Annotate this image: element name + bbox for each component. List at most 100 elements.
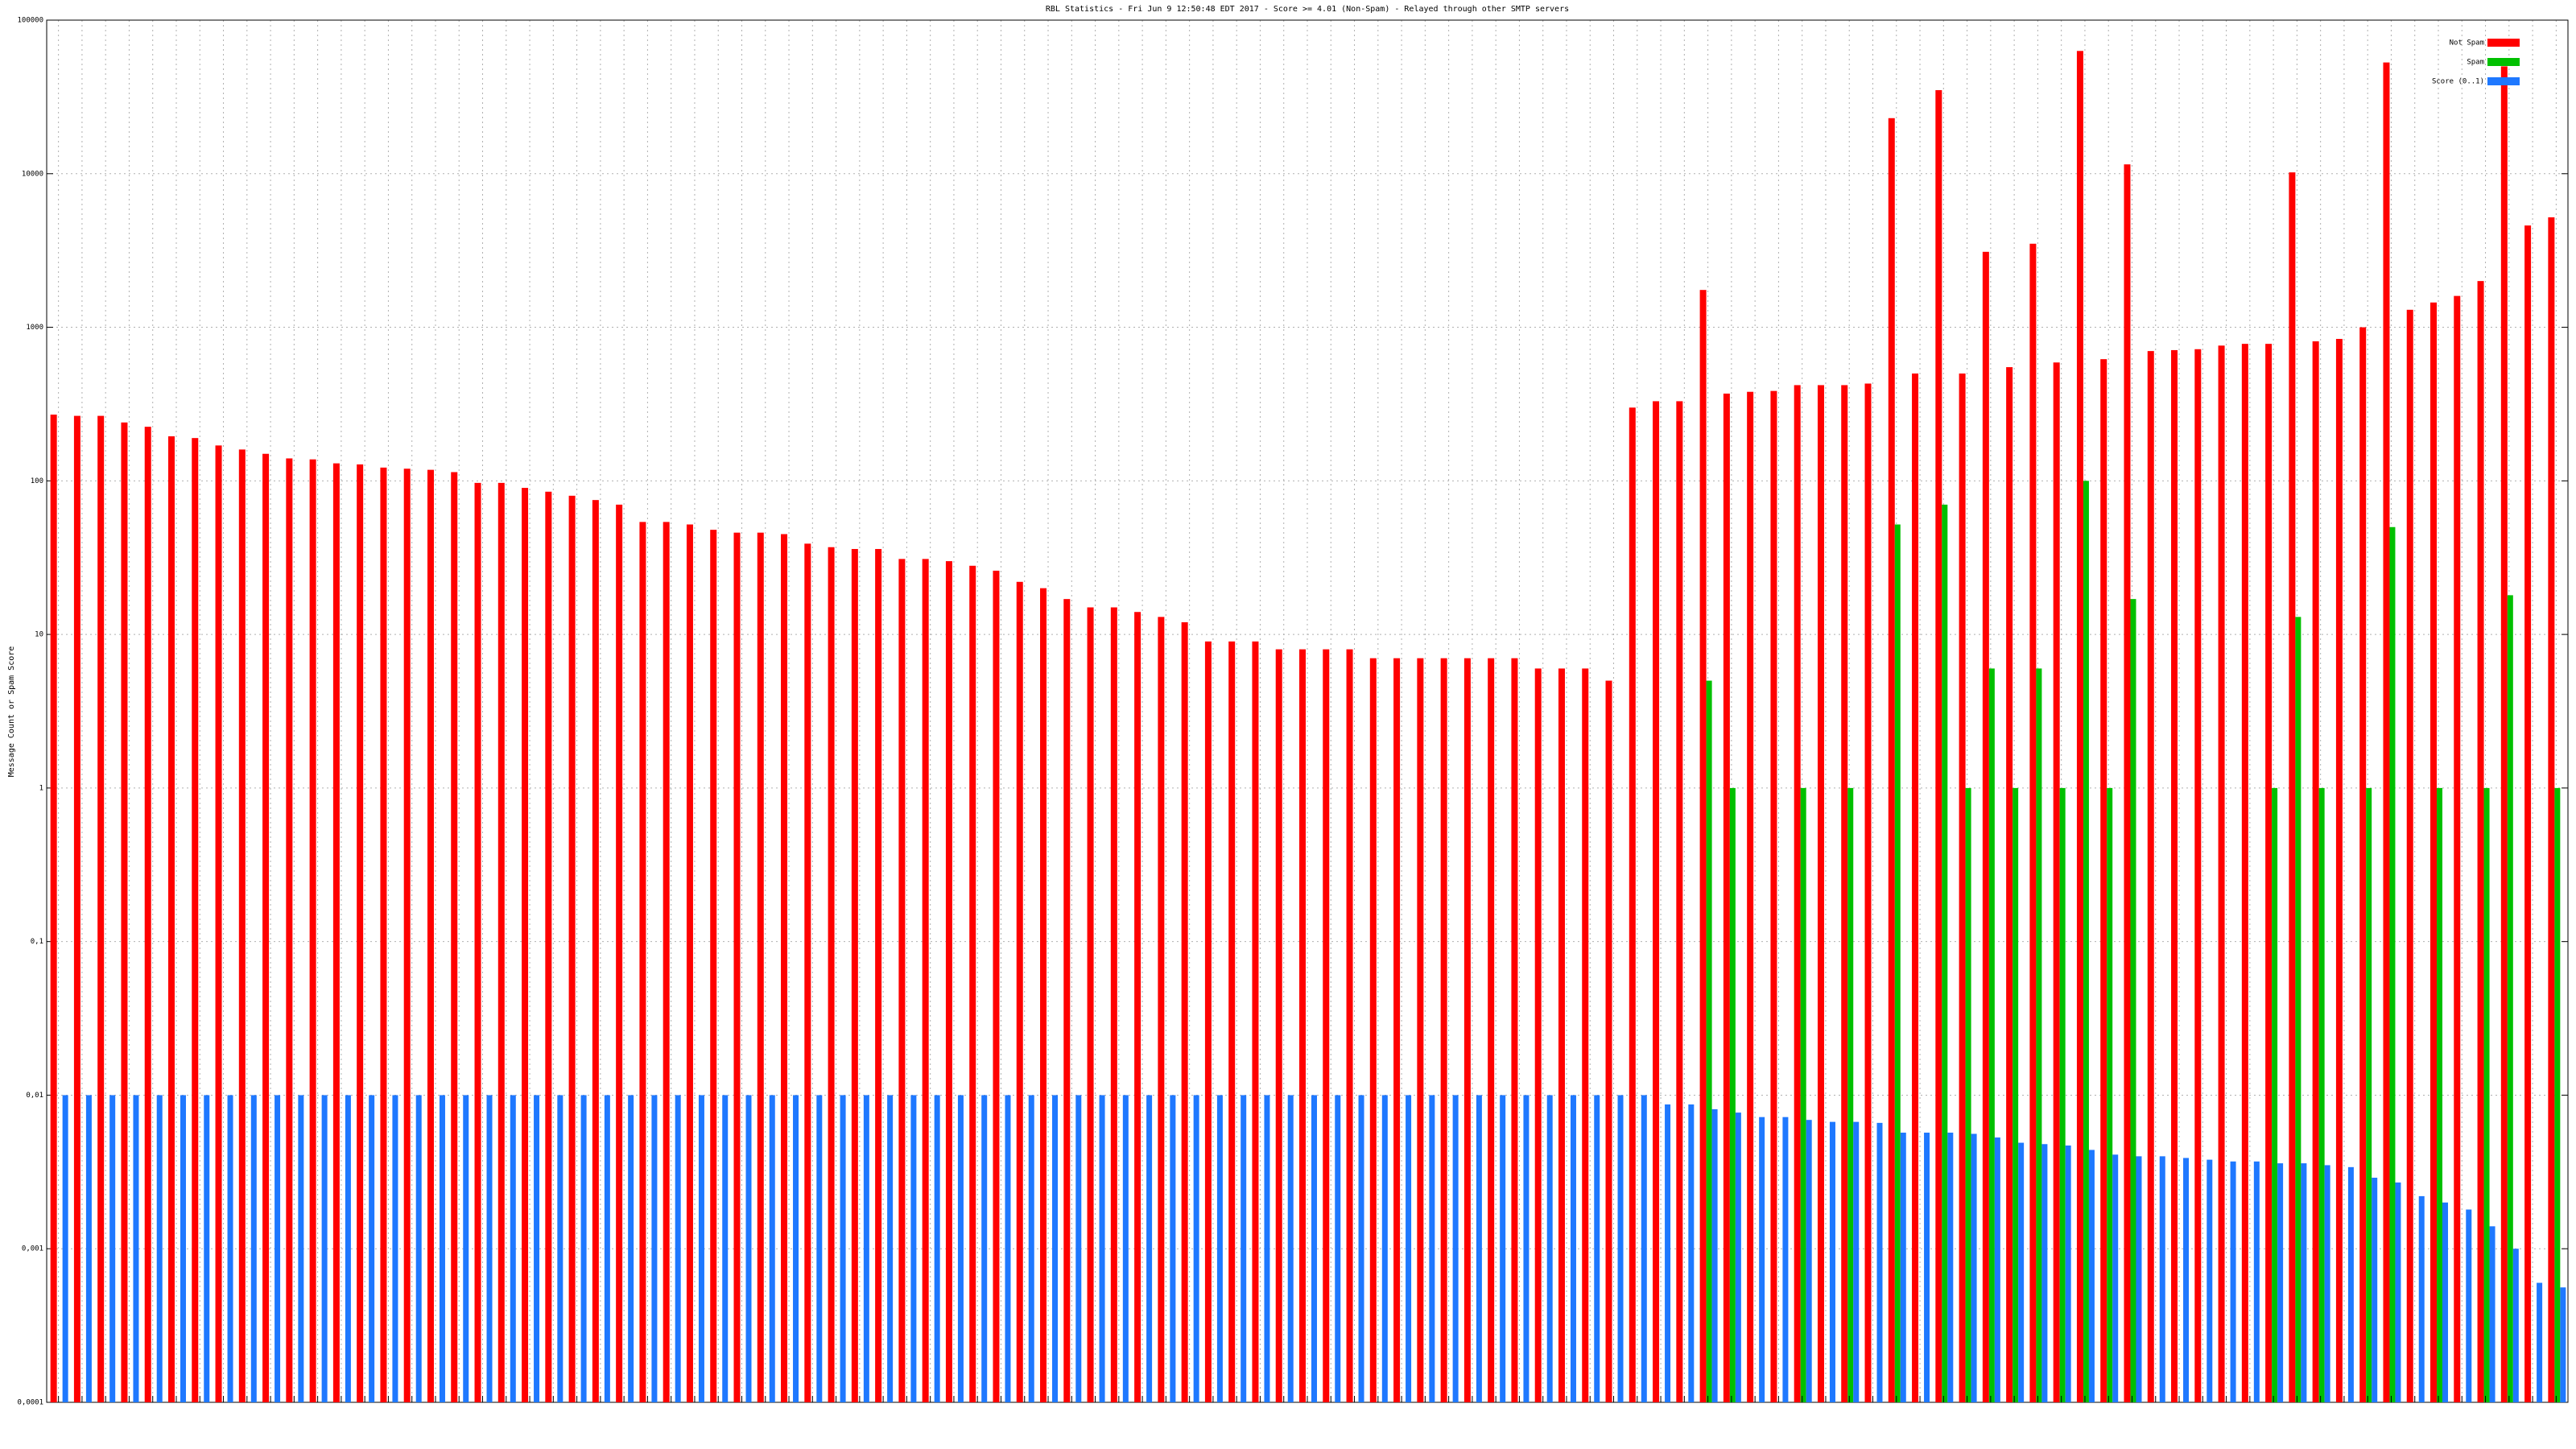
- bar: [2065, 1146, 2071, 1402]
- bar: [1323, 649, 1330, 1402]
- bar: [993, 570, 1000, 1403]
- bar: [1676, 401, 1683, 1403]
- bar: [945, 561, 952, 1403]
- bar: [2301, 1163, 2307, 1402]
- bar: [1075, 1095, 1082, 1402]
- bar: [2029, 243, 2037, 1402]
- bar: [309, 459, 316, 1403]
- bar: [2406, 309, 2413, 1403]
- bar: [215, 445, 222, 1402]
- bar: [2335, 339, 2343, 1403]
- bar: [439, 1095, 445, 1402]
- y-tick-label: 10000: [22, 170, 43, 178]
- bar: [2059, 787, 2066, 1402]
- bar: [2107, 787, 2113, 1402]
- bar: [2218, 345, 2225, 1402]
- bar: [557, 1095, 564, 1402]
- bar: [568, 495, 576, 1403]
- bar: [1346, 649, 1353, 1402]
- bar: [2295, 617, 2301, 1402]
- bar: [1134, 612, 1141, 1402]
- bar: [427, 469, 434, 1402]
- bar: [238, 449, 246, 1402]
- bar: [2100, 359, 2107, 1402]
- bar: [1912, 373, 1919, 1403]
- bar: [1158, 617, 1165, 1402]
- bar: [1523, 1095, 1530, 1402]
- bar: [1965, 787, 1971, 1402]
- bar: [592, 500, 599, 1402]
- bar: [2537, 1282, 2543, 1402]
- bar: [1358, 1095, 1364, 1402]
- bar: [2053, 362, 2060, 1402]
- bar: [1299, 649, 1306, 1402]
- bar: [1170, 1095, 1176, 1402]
- bar: [109, 1095, 116, 1402]
- bar: [1665, 1104, 1671, 1402]
- bar: [1500, 1095, 1506, 1402]
- bar: [2124, 164, 2131, 1402]
- chart-title: RBL Statistics - Fri Jun 9 12:50:48 EDT …: [1046, 5, 1569, 14]
- bar: [50, 415, 57, 1402]
- bar: [1122, 1095, 1129, 1402]
- bar: [286, 458, 293, 1402]
- bar: [675, 1095, 681, 1402]
- bar: [816, 1095, 823, 1402]
- bar: [804, 543, 811, 1402]
- bar: [745, 1095, 752, 1402]
- bar: [1959, 373, 1966, 1403]
- bar: [1369, 658, 1377, 1402]
- bar: [2418, 1195, 2425, 1402]
- bar: [1181, 622, 1188, 1402]
- bar: [2136, 1156, 2142, 1402]
- bar: [2548, 217, 2555, 1403]
- y-tick-label: 1: [39, 784, 43, 792]
- bar: [545, 491, 552, 1403]
- bar: [722, 1095, 729, 1402]
- bar: [1052, 1095, 1059, 1402]
- bar: [628, 1095, 634, 1402]
- bar: [2241, 344, 2248, 1403]
- bar: [1971, 1133, 1977, 1402]
- bar: [1935, 89, 1942, 1402]
- bar: [204, 1095, 210, 1402]
- bar: [2207, 1159, 2213, 1402]
- bar: [2277, 1163, 2284, 1402]
- bar: [663, 522, 670, 1402]
- bar: [262, 453, 270, 1402]
- bar: [1729, 787, 1736, 1402]
- bar: [2512, 1249, 2519, 1402]
- bar: [1759, 1117, 1765, 1402]
- bar: [1241, 1095, 1247, 1402]
- bar: [2395, 1182, 2401, 1402]
- bar: [321, 1095, 328, 1402]
- bar: [580, 1095, 587, 1402]
- bar: [1706, 680, 1712, 1402]
- bar: [1982, 251, 1989, 1402]
- bar: [1440, 658, 1447, 1402]
- bar: [1876, 1122, 1883, 1402]
- bar: [1924, 1133, 1930, 1402]
- bar: [1570, 1095, 1576, 1402]
- bar: [534, 1095, 540, 1402]
- bar: [2454, 295, 2461, 1402]
- bar: [2324, 1165, 2330, 1402]
- bar: [934, 1095, 940, 1402]
- bar: [2272, 787, 2278, 1402]
- bar: [2442, 1202, 2449, 1402]
- bar: [192, 438, 199, 1402]
- bar: [1311, 1095, 1317, 1402]
- bar: [686, 524, 693, 1402]
- bar: [2437, 787, 2443, 1402]
- bar: [922, 559, 929, 1402]
- bar: [1794, 385, 1801, 1403]
- bar: [1546, 1095, 1553, 1402]
- bar: [1393, 658, 1401, 1402]
- bar: [2147, 351, 2154, 1402]
- bar: [2130, 599, 2136, 1402]
- y-tick-label: 0,1: [31, 938, 43, 946]
- bar: [1335, 1095, 1341, 1402]
- bar: [1605, 680, 1612, 1402]
